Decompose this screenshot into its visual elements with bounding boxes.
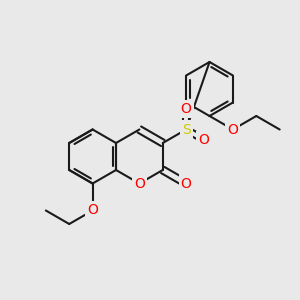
Text: O: O <box>87 203 98 218</box>
Text: O: O <box>198 133 209 147</box>
Text: O: O <box>134 176 145 190</box>
Text: S: S <box>182 122 190 136</box>
Text: O: O <box>181 102 192 116</box>
Text: O: O <box>227 122 239 136</box>
Text: O: O <box>181 176 192 190</box>
